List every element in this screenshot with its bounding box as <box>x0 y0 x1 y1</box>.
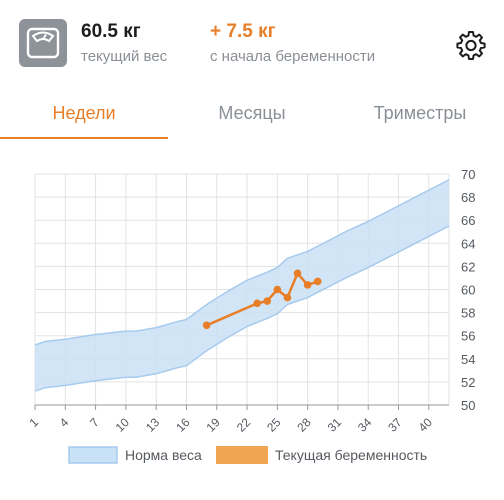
x-tick-label: 19 <box>204 415 224 435</box>
norm-band-upper-line <box>34 179 450 346</box>
y-tick-label: 64 <box>461 236 475 251</box>
x-tick-label: 10 <box>113 415 133 435</box>
x-tick-label: 7 <box>87 415 102 430</box>
chart-legend: Норма веса Текущая беременность <box>0 440 504 470</box>
legend-swatch-norm <box>68 446 118 464</box>
x-tick-label: 22 <box>234 415 254 435</box>
current-pregnancy-point <box>202 321 211 330</box>
scale-icon <box>19 19 67 67</box>
legend-label-norm: Норма веса <box>125 447 202 463</box>
current-pregnancy-point <box>263 297 272 305</box>
y-tick-label: 58 <box>461 306 475 321</box>
x-tick-label: 13 <box>143 415 163 435</box>
x-tick-label: 1 <box>26 415 41 430</box>
x-tick-label: 34 <box>355 415 375 435</box>
summary-header: 60.5 кг текущий вес + 7.5 кг с начала бе… <box>0 0 504 90</box>
y-tick-label: 70 <box>461 167 475 182</box>
current-pregnancy-point <box>313 277 322 286</box>
y-tick-label: 62 <box>461 259 475 274</box>
weight-chart: 50 52 54 56 58 60 62 64 66 68 70 1 4 7 10 13 16 19 22 25 28 3… <box>26 167 475 435</box>
current-pregnancy-point <box>283 293 292 302</box>
current-weight-block: 60.5 кг текущий вес <box>81 20 167 67</box>
x-tick-label: 37 <box>385 415 405 435</box>
active-tab-indicator <box>0 137 168 139</box>
y-tick-label: 50 <box>461 398 475 413</box>
current-pregnancy-point <box>293 269 302 278</box>
y-tick-label: 68 <box>461 190 475 205</box>
current-weight-value: 60.5 кг <box>81 21 141 42</box>
x-tick-label: 31 <box>325 415 345 435</box>
weight-gain-caption: с начала беременности <box>210 48 376 65</box>
y-tick-label: 52 <box>461 375 475 390</box>
legend-label-current: Текущая беременность <box>275 447 428 463</box>
norm-band-lower-line <box>34 225 450 392</box>
x-tick-label: 16 <box>173 415 193 435</box>
y-tick-label: 56 <box>461 329 475 344</box>
current-pregnancy-point <box>253 299 261 308</box>
x-tick-label: 40 <box>416 415 436 435</box>
x-tick-label: 25 <box>264 415 284 435</box>
current-pregnancy-point <box>273 285 282 294</box>
legend-swatch-current <box>216 446 268 464</box>
period-tabs: Недели Месяцы Триместры <box>0 92 504 142</box>
tab-months[interactable]: Месяцы <box>218 103 286 123</box>
tab-weeks[interactable]: Недели <box>52 103 116 123</box>
y-tick-label: 60 <box>461 283 475 298</box>
tab-trimesters[interactable]: Триместры <box>373 103 467 123</box>
weight-gain-value: + 7.5 кг <box>210 21 276 42</box>
x-tick-label: 4 <box>57 415 72 430</box>
x-tick-label: 28 <box>294 415 314 435</box>
current-weight-caption: текущий вес <box>81 48 168 65</box>
y-tick-label: 66 <box>461 213 475 228</box>
gear-icon[interactable] <box>456 30 486 60</box>
y-tick-label: 54 <box>461 352 475 367</box>
weight-gain-block: + 7.5 кг с начала беременности <box>210 20 375 67</box>
current-pregnancy-point <box>303 281 312 289</box>
